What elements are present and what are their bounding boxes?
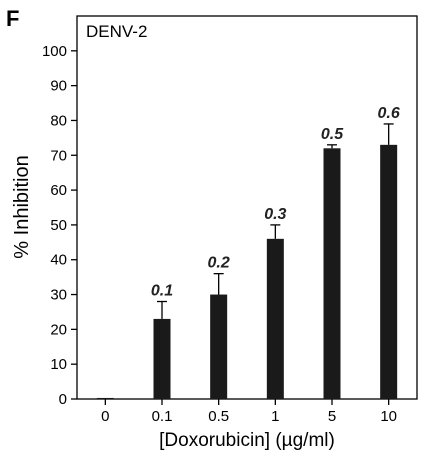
bars-group: 0.1 0.2 0.3 0.5 0.6 [96,105,400,399]
bar-value-label: 0.2 [208,255,230,272]
bar [380,144,398,399]
bar [96,397,114,399]
plot-frame [76,15,418,400]
x-axis-label: [Doxorubicin] (µg/ml) [159,430,335,451]
x-tick-label: 0.5 [208,408,229,425]
y-tick-label: 80 [50,112,67,129]
y-tick-label: 20 [50,321,67,338]
y-tick-label: 90 [50,78,67,95]
y-axis-label: % Inhibition [11,155,33,258]
x-axis-ticks: 0 0.1 0.5 1 5 10 [101,399,397,425]
y-tick-label: 100 [42,43,67,60]
panel-label: F [6,6,19,31]
bar [323,148,341,399]
x-tick-label: 10 [380,408,397,425]
y-tick-label: 60 [50,182,67,199]
bar [210,294,228,399]
x-tick-label: 0 [101,408,109,425]
chart-title: DENV-2 [86,22,147,41]
y-tick-label: 30 [50,287,67,304]
y-tick-label: 0 [59,391,67,408]
bar-value-label: 0.5 [321,126,344,143]
y-tick-label: 50 [50,217,67,234]
x-tick-label: 1 [271,408,279,425]
y-tick-label: 40 [50,252,67,269]
x-tick-label: 5 [328,408,336,425]
y-tick-label: 10 [50,356,67,373]
bar-value-label: 0.3 [264,206,286,223]
y-tick-label: 70 [50,147,67,164]
y-axis-ticks: 0 10 20 30 40 50 60 70 80 90 100 [42,43,77,408]
bar-value-label: 0.6 [378,105,400,122]
bar [153,318,171,399]
bar [266,238,284,399]
bar-value-label: 0.1 [151,283,173,300]
x-tick-label: 0.1 [152,408,173,425]
